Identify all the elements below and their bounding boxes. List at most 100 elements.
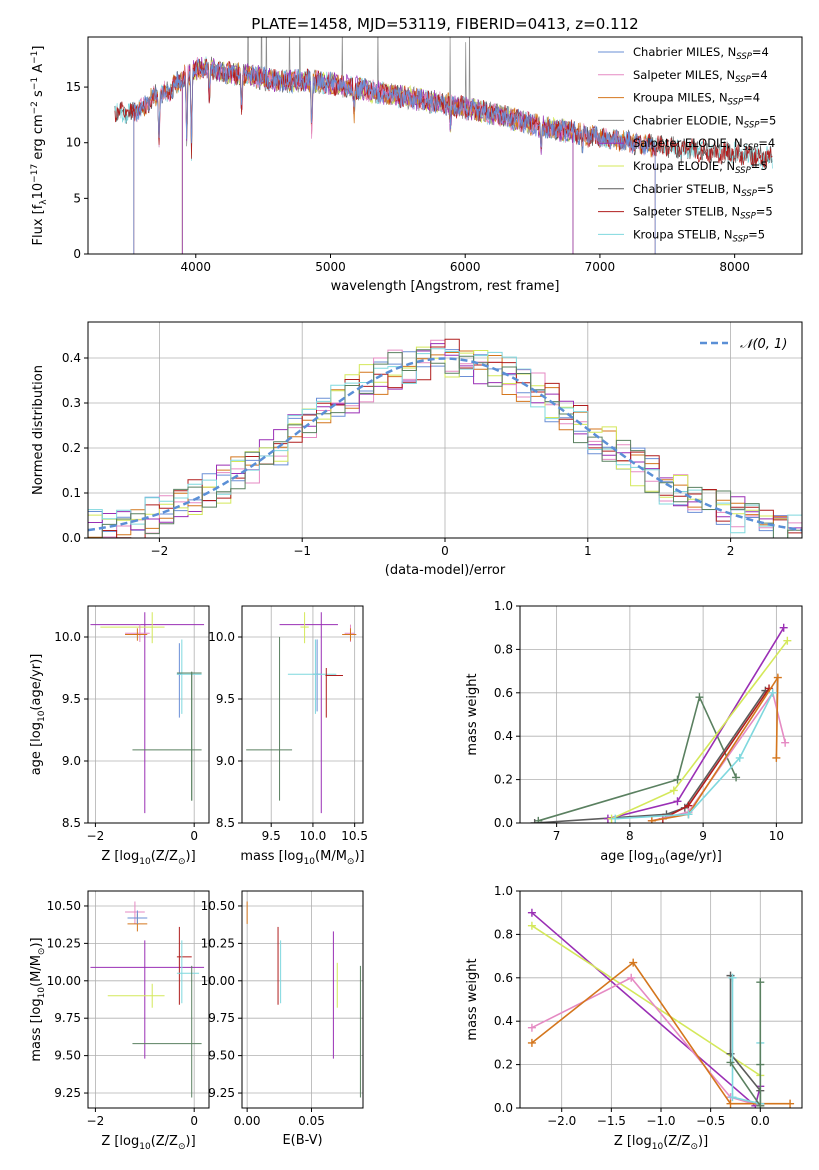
series-line-kroupa_stelib bbox=[615, 692, 774, 820]
y-tick-label: 10 bbox=[66, 136, 81, 150]
series-marker bbox=[786, 1099, 795, 1108]
series-marker bbox=[627, 973, 636, 982]
series-marker bbox=[735, 753, 744, 762]
plot-area bbox=[90, 612, 205, 814]
series-marker bbox=[728, 1093, 737, 1102]
x-axis-label-part: (M/M bbox=[315, 849, 347, 864]
errorbar-point-salpeter_stelib bbox=[325, 668, 343, 718]
errorbar-point-kroupa_stelib bbox=[176, 940, 200, 1004]
y-tick-label: 0.2 bbox=[494, 773, 513, 787]
legend-n: =5 bbox=[751, 159, 768, 173]
y-tick-label: 10.25 bbox=[201, 936, 235, 950]
legend-n: =5 bbox=[757, 182, 774, 196]
legend-entry: Salpeter ELODIE, NSSP=4 bbox=[633, 136, 775, 153]
x-axis-label-part: )] bbox=[186, 849, 196, 864]
x-axis-label: mass [log10(M/M⊙)] bbox=[240, 849, 364, 867]
legend-sub: SSP bbox=[728, 98, 744, 108]
legend-entry: Kroupa MILES, NSSP=4 bbox=[633, 91, 760, 108]
legend-sub: SSP bbox=[743, 143, 759, 153]
axes-frame bbox=[87, 36, 803, 255]
errorbar-point-salpeter_miles bbox=[125, 901, 145, 924]
series-marker bbox=[728, 973, 737, 982]
histogram-green_series bbox=[88, 349, 802, 538]
y-axis-label-part: Flux [f bbox=[31, 204, 46, 245]
legend-text: Salpeter STELIB, N bbox=[633, 205, 740, 219]
errorbar-point-green_series bbox=[132, 965, 202, 1098]
chart-age_vs_mass: 9.5 10.0 10.5 8.5 9.0 9.5 10.0 mass [log10(M/M⊙… bbox=[208, 605, 368, 867]
errorbar-point-salpeter_elodie bbox=[90, 940, 205, 1059]
y-axis-label-part: (M/M bbox=[29, 955, 44, 987]
x-axis-label-part: )] bbox=[186, 1134, 196, 1149]
chart-weight_vs_Z: −2.0 −1.5 −1.0 −0.5 0.0 0.0 0.2 0.4 0.6 0.8 1.0 Z [… bbox=[465, 884, 803, 1152]
x-tick-label: −1.0 bbox=[646, 1114, 675, 1128]
y-tick-label: 8.5 bbox=[62, 816, 81, 830]
plot-area bbox=[527, 908, 795, 1108]
x-tick-label: −2.0 bbox=[547, 1114, 576, 1128]
y-tick-label: 9.50 bbox=[208, 1049, 235, 1063]
series-line-salpeter_miles bbox=[531, 976, 761, 1107]
x-axis-label-part: 10 bbox=[653, 857, 665, 867]
y-tick-label: 0.4 bbox=[494, 1014, 513, 1028]
x-axis-label-part: )] bbox=[354, 849, 364, 864]
legend-sub: SSP bbox=[740, 212, 756, 222]
series-marker bbox=[669, 786, 678, 795]
y-tick-label: 9.25 bbox=[54, 1086, 81, 1100]
y-tick-label: 0.6 bbox=[494, 686, 513, 700]
series-line-salpeter_elodie bbox=[531, 912, 762, 1108]
series-marker bbox=[527, 908, 536, 917]
legend: 𝒩(0, 1) bbox=[700, 337, 787, 352]
series-marker bbox=[772, 753, 781, 762]
x-axis-label-part: (age/yr)] bbox=[665, 849, 722, 864]
x-axis-label: Z [log10(Z/Z⊙)] bbox=[614, 1134, 708, 1152]
series-marker bbox=[783, 636, 792, 645]
x-tick-label: 0 bbox=[441, 544, 449, 558]
x-axis-label: age [log10(age/yr)] bbox=[600, 849, 722, 867]
x-tick-label: 1 bbox=[584, 544, 592, 558]
series-marker bbox=[726, 1058, 735, 1067]
series-marker bbox=[756, 1101, 765, 1108]
chart-mass_vs_ebv: 0.00 0.05 9.25 9.50 9.75 10.00 10.25 10.50 E(B-V… bbox=[201, 890, 364, 1148]
figure-title: PLATE=1458, MJD=53119, FIBERID=0413, z=0… bbox=[251, 15, 638, 33]
y-tick-label: 0.6 bbox=[494, 971, 513, 985]
errorbar-point-chabrier_miles bbox=[127, 910, 148, 924]
legend-text: Kroupa STELIB, N bbox=[633, 227, 733, 241]
legend-sub: SSP bbox=[744, 120, 760, 130]
series-marker bbox=[781, 738, 790, 747]
y-axis-label: Normed distribution bbox=[31, 365, 46, 495]
y-tick-label: 0 bbox=[73, 247, 81, 261]
x-tick-label: 0.00 bbox=[234, 1114, 261, 1128]
series-marker bbox=[768, 688, 777, 697]
x-tick-label: 8 bbox=[626, 829, 634, 843]
series-marker bbox=[695, 693, 704, 702]
x-tick-label: 7 bbox=[553, 829, 561, 843]
x-axis-label-part: age [log bbox=[600, 849, 653, 864]
x-tick-label: −2 bbox=[87, 1114, 105, 1128]
x-tick-label: 0 bbox=[190, 829, 198, 843]
plot-area bbox=[246, 901, 361, 1098]
y-tick-label: 1.0 bbox=[494, 599, 513, 613]
y-axis-label-part: ] bbox=[31, 46, 46, 51]
series-line-green_series bbox=[538, 694, 737, 822]
y-tick-label: 9.0 bbox=[62, 754, 81, 768]
legend-sub: SSP bbox=[741, 189, 757, 199]
y-tick-label: 9.50 bbox=[54, 1049, 81, 1063]
y-tick-label: 0.2 bbox=[494, 1058, 513, 1072]
legend-entry: Kroupa ELODIE, NSSP=5 bbox=[633, 159, 768, 176]
x-tick-label: −1.5 bbox=[597, 1114, 626, 1128]
x-tick-label: 6000 bbox=[450, 260, 481, 274]
series-marker bbox=[673, 797, 682, 806]
y-tick-label: 10.00 bbox=[47, 974, 81, 988]
legend-text: Chabrier ELODIE, N bbox=[633, 113, 744, 127]
y-tick-label: 10.50 bbox=[47, 899, 81, 913]
plot-area bbox=[246, 612, 357, 814]
chart-age_vs_Z: −2 08.59.09.510.0Z [log10(Z/Z⊙)]age [log1… bbox=[29, 605, 210, 867]
legend-entry: Chabrier MILES, NSSP=4 bbox=[633, 45, 769, 62]
series-marker bbox=[673, 775, 682, 784]
legend-n: =5 bbox=[756, 205, 773, 219]
legend-text: Chabrier MILES, N bbox=[633, 45, 736, 59]
legend-sub: SSP bbox=[733, 234, 749, 244]
plot-area bbox=[114, 37, 773, 254]
errorbar-point-salpeter_stelib bbox=[176, 926, 192, 1005]
legend-text: Kroupa MILES, N bbox=[633, 91, 728, 105]
y-tick-label: 10.50 bbox=[201, 899, 235, 913]
